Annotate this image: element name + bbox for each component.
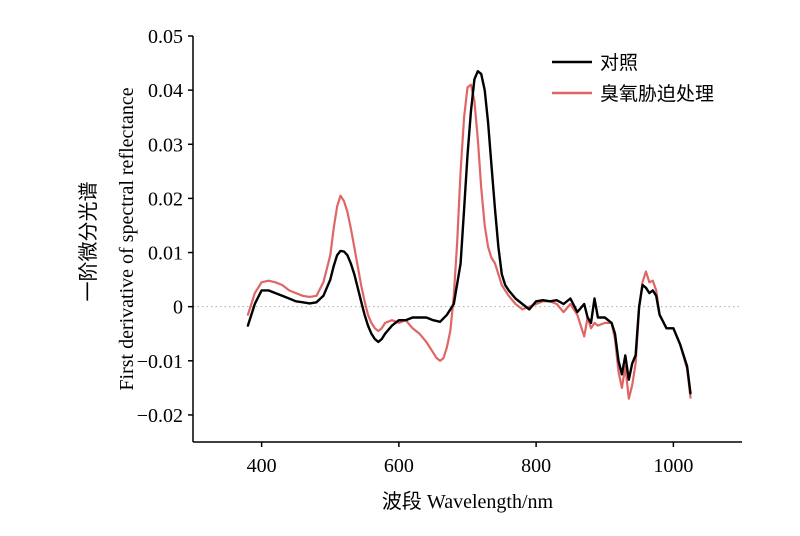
y-axis-title-en: First derivative of spectral reflectance [116, 87, 138, 390]
x-axis-title: 波段 Wavelength/nm [382, 490, 554, 513]
x-tick-label: 400 [247, 455, 277, 477]
x-axis-ticks: 400 600 800 1000 [247, 442, 693, 477]
y-tick-label: −0.01 [137, 351, 183, 373]
y-axis-ticks: −0.02 −0.01 0 0.01 0.02 0.03 0.04 0.05 [137, 26, 193, 427]
plot-area [193, 70, 742, 400]
y-axis-title: 一阶微分光谱 First derivative of spectral refl… [77, 87, 138, 390]
y-tick-label: 0 [173, 297, 183, 319]
y-tick-label: 0.03 [148, 134, 183, 156]
y-axis-title-text: 一阶微分光谱 First derivative of spectral refl… [77, 87, 138, 390]
y-tick-label: 0.05 [148, 26, 183, 48]
y-tick-label: 0.01 [148, 243, 183, 265]
series-group [246, 70, 692, 400]
x-tick-label: 800 [521, 455, 551, 477]
legend-label-ozone: 臭氧胁迫处理 [600, 83, 714, 105]
y-tick-label: 0.02 [148, 188, 183, 210]
y-axis-title-cn: 一阶微分光谱 [77, 182, 100, 302]
y-tick-label: −0.02 [137, 405, 183, 427]
x-tick-label: 600 [384, 455, 414, 477]
legend: 对照 臭氧胁迫处理 [552, 52, 714, 105]
x-tick-label: 1000 [653, 455, 693, 477]
legend-label-control: 对照 [600, 52, 638, 74]
axes: −0.02 −0.01 0 0.01 0.02 0.03 0.04 0.05 400 600 80… [137, 26, 742, 477]
series-line-control [246, 70, 692, 395]
y-tick-label: 0.04 [148, 80, 183, 102]
